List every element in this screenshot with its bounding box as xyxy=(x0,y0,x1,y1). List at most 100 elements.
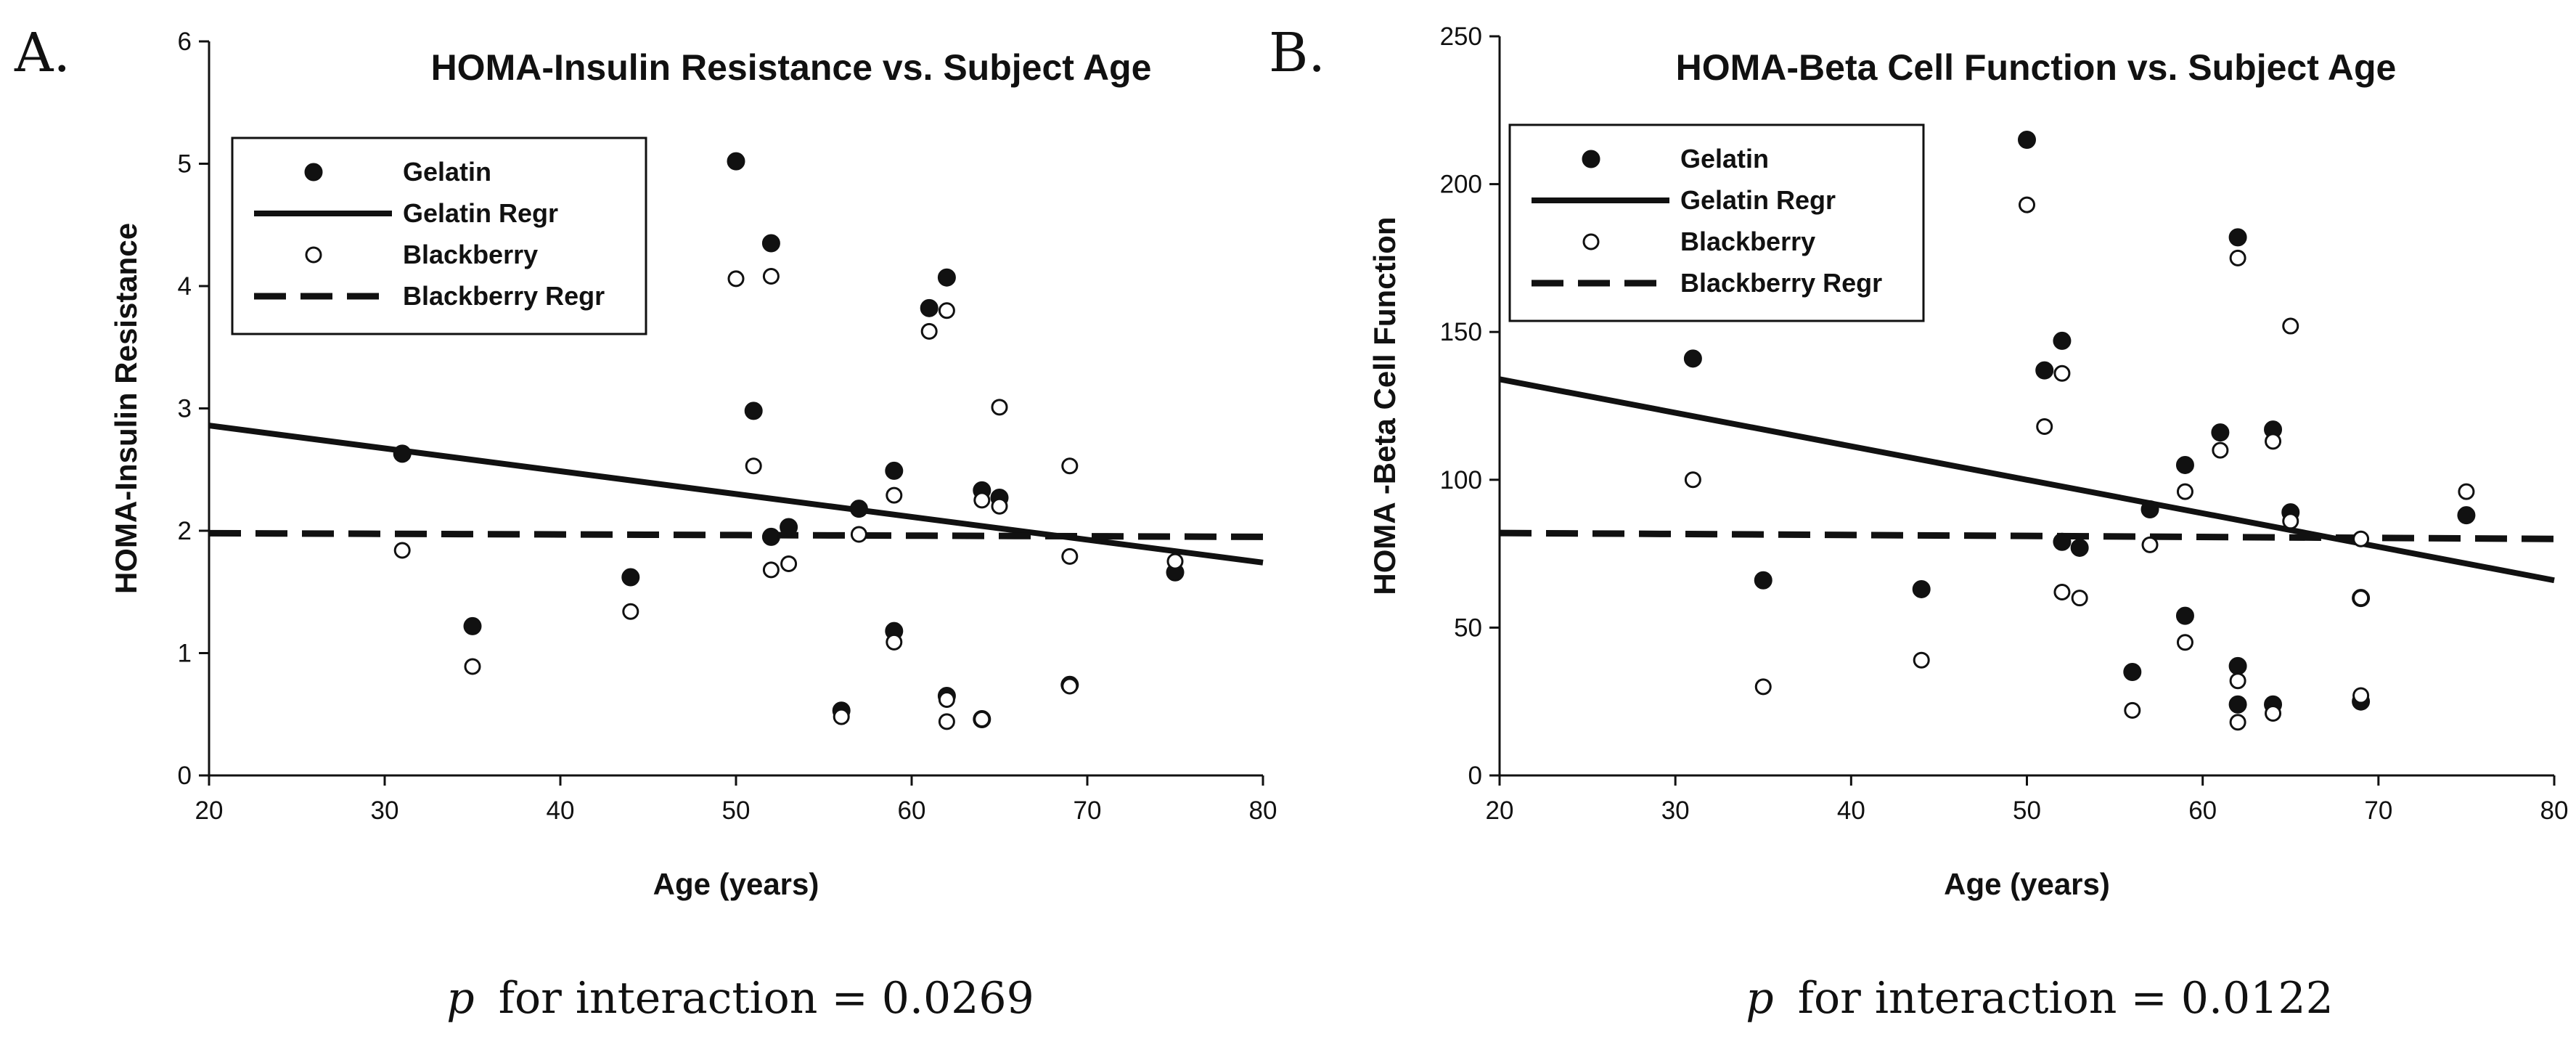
blackberry-point xyxy=(2212,441,2229,459)
legend-label-blackberry: Blackberry xyxy=(1680,227,1815,256)
blackberry-point xyxy=(2229,714,2246,731)
blackberry-point xyxy=(2141,536,2159,553)
legend-label-blackberry: Blackberry xyxy=(403,240,538,269)
blackberry-point xyxy=(780,555,798,572)
blackberry-point xyxy=(1166,553,1184,570)
blackberry-point xyxy=(2265,704,2282,722)
blackberry-point xyxy=(886,486,903,504)
gelatin-point xyxy=(1754,571,1772,590)
gelatin-point xyxy=(2123,662,2142,681)
gelatin-point xyxy=(2053,331,2072,350)
p-value-a-text: for interaction = 0.0269 xyxy=(499,973,1034,1024)
y-tick-label: 200 xyxy=(1440,171,1482,199)
blackberry-point xyxy=(833,708,850,725)
blackberry-regr-line xyxy=(208,529,1264,540)
blackberry-point xyxy=(2352,590,2370,607)
blackberry-point xyxy=(938,302,955,319)
x-axis-label: Age (years) xyxy=(1944,867,2110,901)
gelatin-point xyxy=(2175,455,2194,474)
blackberry-point xyxy=(2071,590,2088,607)
gelatin-point xyxy=(2211,423,2230,442)
x-tick-label: 70 xyxy=(2364,796,2392,825)
legend-label-gelatin: Gelatin xyxy=(1680,144,1769,174)
y-tick-label: 2 xyxy=(178,517,192,545)
blackberry-point xyxy=(2019,196,2035,213)
blackberry-point xyxy=(938,713,955,730)
gelatin-point xyxy=(2228,656,2247,675)
blackberry-point xyxy=(920,322,938,340)
blackberry-point xyxy=(938,691,955,709)
blackberry-point xyxy=(1684,471,1701,489)
blackberry-point xyxy=(2053,584,2071,601)
y-tick-label: 0 xyxy=(1468,762,1482,790)
x-tick-label: 80 xyxy=(1249,796,1277,825)
blackberry-point xyxy=(2352,530,2370,547)
blackberry-point xyxy=(745,457,762,475)
gelatin-point xyxy=(744,402,763,420)
y-tick-label: 150 xyxy=(1440,318,1482,346)
blackberry-point xyxy=(727,270,745,288)
y-axis-label: HOMA-Insulin Resistance xyxy=(109,223,143,594)
gelatin-point xyxy=(2228,695,2247,714)
blackberry-point xyxy=(2053,364,2071,382)
gelatin-regr-line xyxy=(1499,376,2555,584)
blackberry-point xyxy=(2176,483,2193,500)
legend-label-gelatin: Gelatin xyxy=(403,157,491,187)
blackberry-point xyxy=(393,542,411,559)
gelatin-regr-line xyxy=(208,423,1264,566)
gelatin-point xyxy=(885,461,904,480)
gelatin-point xyxy=(2228,228,2247,247)
p-symbol-a: p xyxy=(446,973,474,1024)
blackberry-point xyxy=(762,561,780,579)
chart-panel-b: B. HOMA-Beta Cell Function vs. Subject Ag… xyxy=(1269,22,2568,901)
legend-label-gelatin-regr: Gelatin Regr xyxy=(403,198,558,228)
blackberry-point xyxy=(2458,483,2475,500)
legend: Gelatin Gelatin Regr Blackberry Blackberry … xyxy=(231,137,647,335)
gelatin-point xyxy=(849,500,868,518)
blackberry-point xyxy=(991,497,1008,515)
blackberry-point xyxy=(762,268,780,285)
y-tick-label: 100 xyxy=(1440,466,1482,494)
gelatin-point xyxy=(2018,131,2036,150)
p-value-b: p for interaction = 0.0122 xyxy=(1746,973,2334,1024)
blackberry-point xyxy=(2176,634,2193,651)
panel-letter: B. xyxy=(1269,22,1325,84)
blackberry-point xyxy=(991,399,1008,416)
blackberry-point xyxy=(2229,672,2246,690)
y-axis-label: HOMA -Beta Cell Function xyxy=(1367,216,1402,595)
gelatin-point xyxy=(2053,532,2072,551)
gelatin-point xyxy=(2070,538,2089,557)
blackberry-point xyxy=(1061,547,1079,565)
gelatin-point xyxy=(937,268,956,287)
legend-swatch-blackberry xyxy=(1582,233,1600,250)
legend-box xyxy=(1508,123,1925,322)
legend-box xyxy=(231,137,647,335)
x-tick-label: 30 xyxy=(1661,796,1690,825)
blackberry-point xyxy=(1913,651,1930,669)
x-tick-label: 60 xyxy=(898,796,926,825)
gelatin-point xyxy=(621,568,640,587)
p-value-b-text: for interaction = 0.0122 xyxy=(1798,973,2334,1024)
blackberry-point xyxy=(1061,457,1079,475)
x-tick-label: 20 xyxy=(1486,796,1514,825)
blackberry-point xyxy=(2352,687,2370,704)
legend: Gelatin Gelatin Regr Blackberry Blackberry … xyxy=(1508,123,1925,322)
panel-letter: A. xyxy=(14,22,70,84)
legend-label-blackberry-regr: Blackberry Regr xyxy=(1680,268,1882,298)
blackberry-point xyxy=(973,492,991,509)
gelatin-point xyxy=(2035,361,2054,380)
gelatin-point xyxy=(463,616,482,635)
gelatin-point xyxy=(761,527,780,546)
chart-panel-a: A. HOMA-Insulin Resistance vs. Subject Ag… xyxy=(14,22,1277,901)
blackberry-point xyxy=(973,710,991,728)
x-tick-label: 30 xyxy=(371,796,399,825)
blackberry-point xyxy=(2265,433,2282,450)
gelatin-point xyxy=(780,518,798,537)
gelatin-point xyxy=(761,234,780,253)
gelatin-point xyxy=(393,444,412,463)
gelatin-point xyxy=(920,298,939,317)
gelatin-point xyxy=(1912,579,1931,598)
blackberry-point xyxy=(1754,678,1772,696)
blackberry-point xyxy=(2036,418,2053,436)
